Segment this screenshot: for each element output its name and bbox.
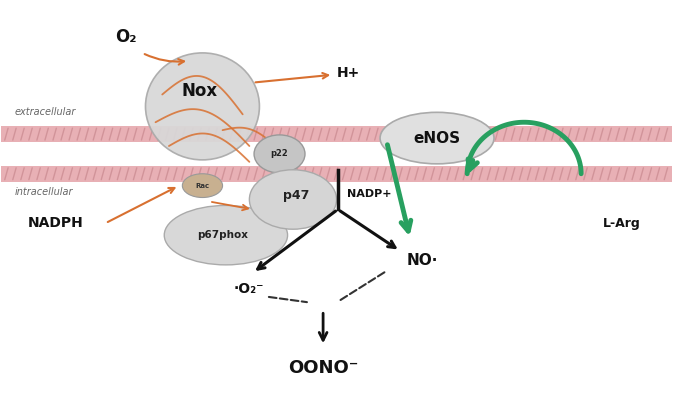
Text: OONO⁻: OONO⁻ <box>288 359 358 377</box>
Text: ·O₂⁻: ·O₂⁻ <box>234 282 264 296</box>
Text: L-Arg: L-Arg <box>602 217 640 230</box>
Text: p67phox: p67phox <box>197 230 248 240</box>
Text: NO·: NO· <box>407 253 438 269</box>
Ellipse shape <box>380 113 494 164</box>
Text: H+: H+ <box>336 66 360 80</box>
Text: O₂: O₂ <box>114 28 136 46</box>
Bar <box>1 126 672 142</box>
Ellipse shape <box>250 170 336 229</box>
Text: intracellular: intracellular <box>15 187 73 197</box>
Ellipse shape <box>254 135 305 173</box>
Text: NADP+: NADP+ <box>347 189 391 199</box>
Text: p47: p47 <box>283 189 310 202</box>
Bar <box>1 166 672 182</box>
Ellipse shape <box>164 205 287 265</box>
Text: Nox: Nox <box>181 81 217 99</box>
Text: eNOS: eNOS <box>413 130 460 146</box>
Ellipse shape <box>182 174 223 198</box>
Text: NADPH: NADPH <box>28 216 84 230</box>
Text: Rac: Rac <box>195 183 209 189</box>
Ellipse shape <box>145 53 259 160</box>
Text: extracellular: extracellular <box>15 107 76 117</box>
Text: p22: p22 <box>271 150 289 158</box>
